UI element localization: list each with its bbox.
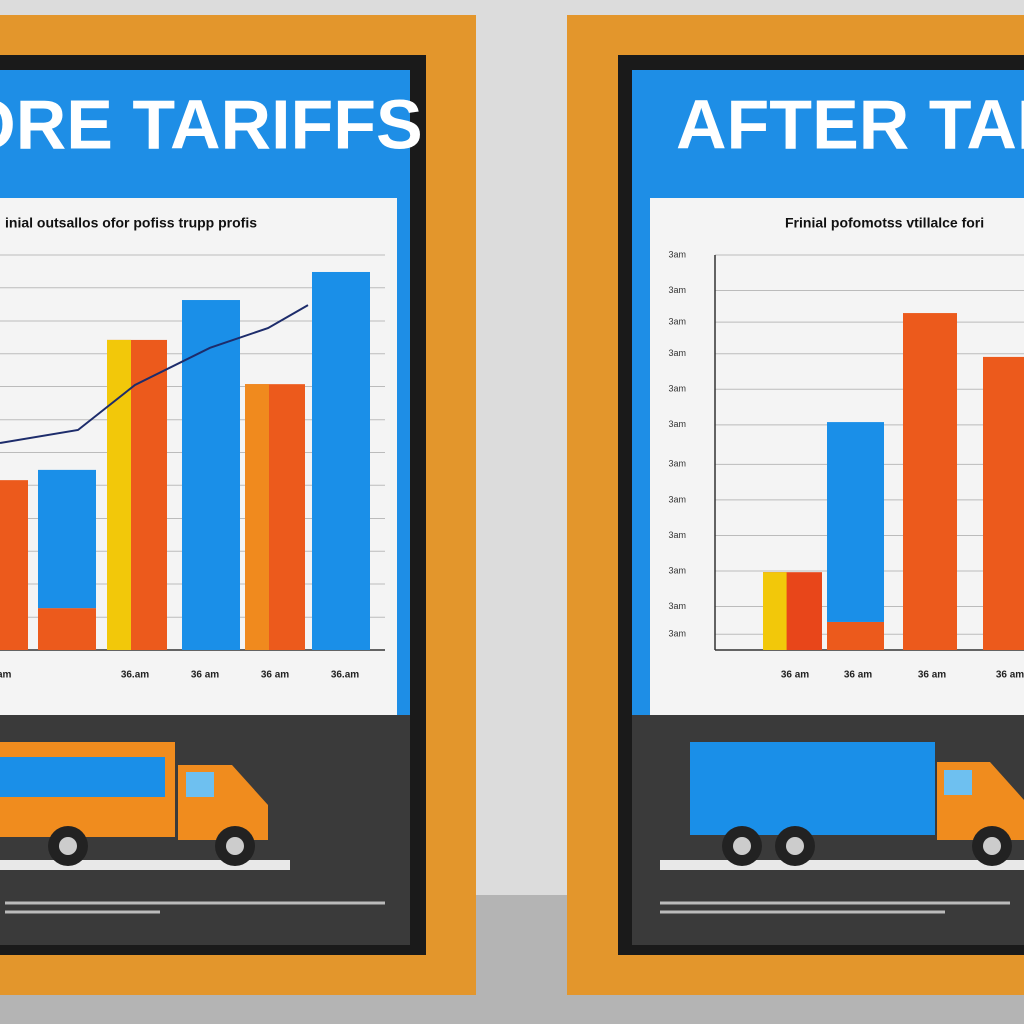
y-tick-label: 3am xyxy=(668,565,686,575)
truck xyxy=(690,742,1024,866)
road xyxy=(660,860,1024,870)
road xyxy=(0,860,290,870)
x-tick-label: 36 am xyxy=(191,670,219,681)
x-tick-label: 36 am xyxy=(918,670,946,681)
chart-subtitle: inial outsallos ofor pofiss trupp profis xyxy=(5,215,257,231)
trend-line xyxy=(0,304,309,445)
bar-segment xyxy=(983,356,1024,650)
poster-title: ORE TARIFFS xyxy=(0,85,423,163)
bar-segment xyxy=(0,480,28,650)
x-tick-label: 36.am xyxy=(331,670,359,681)
truck xyxy=(0,742,268,866)
x-tick-label: 3.am xyxy=(0,670,12,681)
x-tick-label: 36 am xyxy=(996,670,1024,681)
x-tick-label: 36 am xyxy=(261,670,289,681)
y-tick-label: 3am xyxy=(668,384,686,394)
y-tick-label: 3am xyxy=(668,285,686,295)
y-tick-label: 3am xyxy=(668,629,686,639)
bar-segment xyxy=(38,608,96,650)
bar-side xyxy=(763,572,787,650)
bar-side xyxy=(245,384,269,650)
y-tick-label: 3am xyxy=(668,459,686,469)
y-tick-label: 3am xyxy=(668,601,686,611)
y-tick-label: 3am xyxy=(668,530,686,540)
fine-print xyxy=(5,901,385,914)
y-tick-label: 3am xyxy=(668,419,686,429)
y-tick-label: 3am xyxy=(668,494,686,504)
bar-segment xyxy=(312,271,370,650)
x-tick-label: 36 am xyxy=(781,670,809,681)
bar-segment xyxy=(827,621,884,650)
chart-subtitle: Frinial pofomotss vtillalce fori xyxy=(785,215,984,231)
bar-segment xyxy=(827,422,884,622)
bar-segment xyxy=(182,300,240,650)
y-tick-label: 3am xyxy=(668,249,686,259)
bar-segment xyxy=(903,313,957,650)
x-tick-label: 36 am xyxy=(844,670,872,681)
y-tick-label: 3am xyxy=(668,348,686,358)
fine-print xyxy=(660,901,1010,914)
bar-segment xyxy=(38,469,96,609)
x-tick-label: 36.am xyxy=(121,670,149,681)
y-tick-label: 3am xyxy=(668,317,686,327)
bar-side xyxy=(107,339,131,650)
poster-title: AFTER TARIF xyxy=(676,85,1024,163)
